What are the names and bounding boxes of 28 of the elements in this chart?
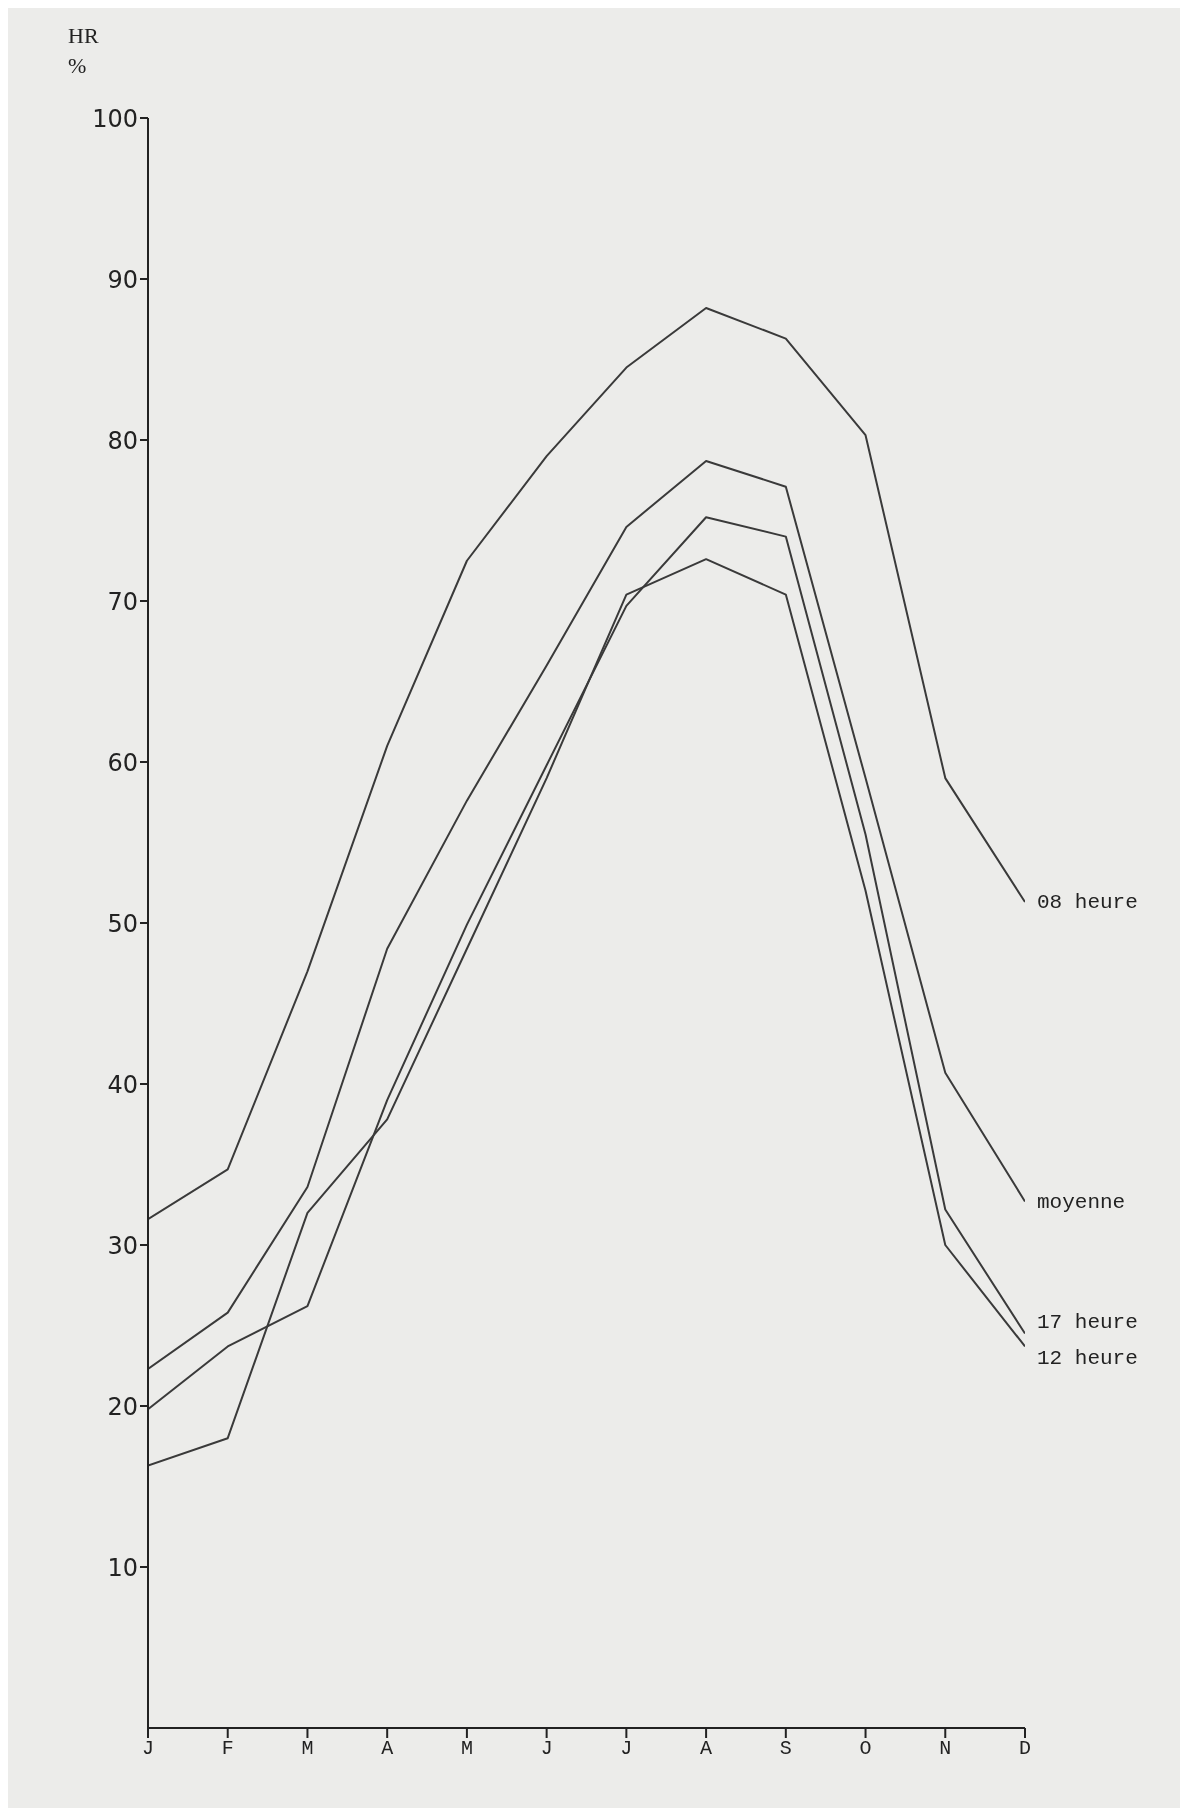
y-tick-label: 100 [92,104,138,133]
y-tick-label: 80 [107,426,138,455]
series-label: 08 heure [1037,891,1138,915]
line-series [148,306,1025,1221]
x-tick-label: J [620,1737,633,1761]
x-tick-label: N [939,1737,952,1761]
y-axis-title: HR % [68,23,99,78]
y-tick-label: 10 [107,1553,138,1582]
x-tick-label: J [141,1737,155,1761]
y-tick-label: 30 [107,1231,138,1260]
x-tick-label: F [221,1737,234,1761]
y-tick-label: 60 [107,748,138,777]
x-tick-label: D [1018,1737,1032,1761]
y-tick-label: 50 [107,909,138,938]
x-tick-label: A [700,1737,713,1761]
series-label: 17 heure [1037,1310,1138,1334]
series-label: 12 heure [1037,1347,1138,1371]
x-tick-label: A [381,1737,394,1761]
y-tick-label: 90 [107,265,138,294]
y-tick-label: 40 [107,1070,138,1099]
x-tick-label: J [540,1737,553,1761]
series-label: moyenne [1037,1190,1126,1214]
x-tick-label: M [301,1737,314,1761]
x-tick-label: M [460,1737,473,1761]
x-tick-label: O [859,1737,872,1761]
x-tick-label: S [779,1737,792,1761]
y-tick-label: 70 [107,587,138,616]
y-tick-label: 20 [107,1392,138,1421]
